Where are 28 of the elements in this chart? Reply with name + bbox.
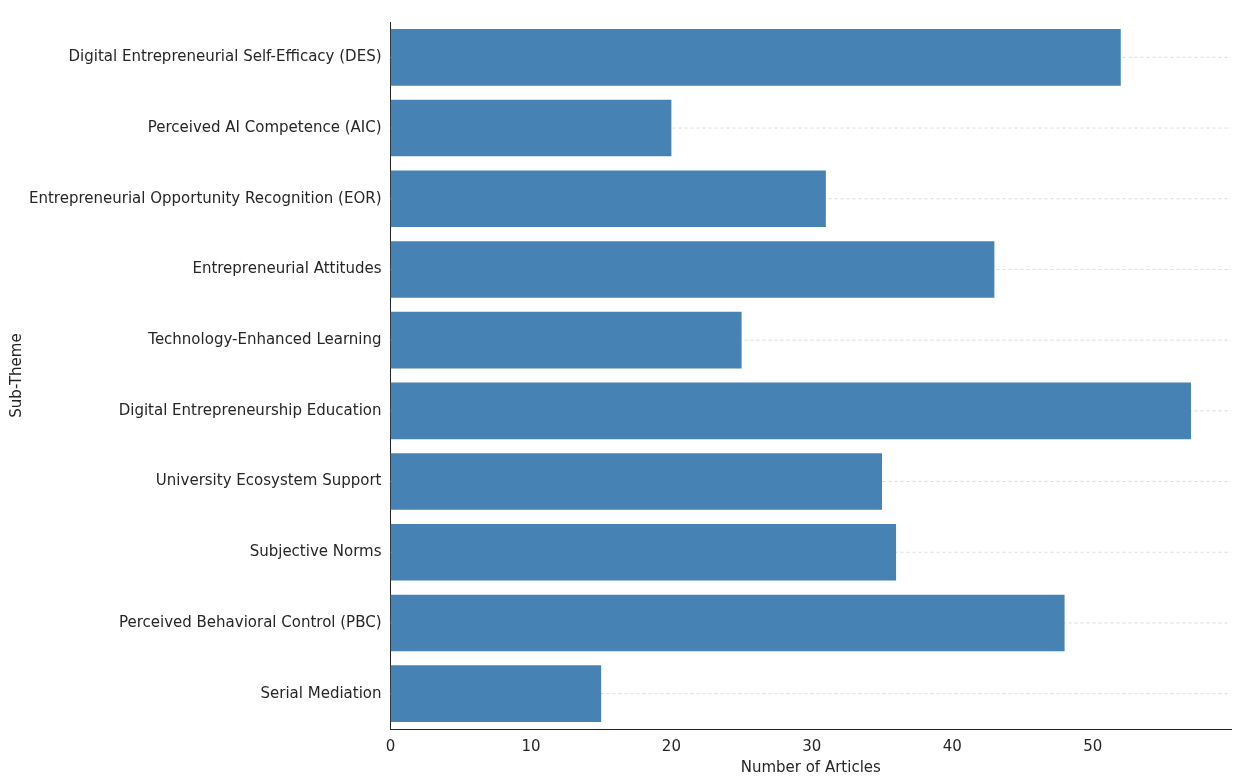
y-tick-label: Perceived Behavioral Control (PBC) xyxy=(118,612,382,631)
bar xyxy=(390,665,602,722)
bar xyxy=(390,594,1065,652)
x-tick-label: 50 xyxy=(1083,736,1103,755)
bar xyxy=(390,241,995,298)
bar xyxy=(390,311,742,369)
y-tick-label: Entrepreneurial Opportunity Recognition (EOR) xyxy=(29,188,382,207)
y-axis-title: Sub-Theme xyxy=(6,333,25,418)
x-tick-label: 30 xyxy=(802,736,822,755)
bar xyxy=(390,523,897,581)
y-tick-label: Serial Mediation xyxy=(260,683,382,702)
y-tick-label: Perceived AI Competence (AIC) xyxy=(147,117,382,136)
x-tick-label: 10 xyxy=(521,736,541,755)
x-tick-label: 40 xyxy=(942,736,962,755)
y-tick-label: Digital Entrepreneurial Self-Efficacy (DES) xyxy=(68,47,382,66)
x-axis-title: Number of Articles xyxy=(740,757,882,776)
y-tick-label: Technology-Enhanced Learning xyxy=(147,330,382,349)
bar xyxy=(390,382,1191,440)
y-tick-label: University Ecosystem Support xyxy=(155,471,382,490)
bar xyxy=(390,453,883,510)
bar xyxy=(390,170,826,228)
y-tick-label: Entrepreneurial Attitudes xyxy=(192,259,382,278)
x-tick-label: 0 xyxy=(385,736,396,755)
y-tick-label: Subjective Norms xyxy=(249,542,382,561)
x-tick-label: 20 xyxy=(661,736,681,755)
y-tick-label: Digital Entrepreneurship Education xyxy=(118,400,382,419)
bar xyxy=(390,99,672,157)
bar xyxy=(390,29,1121,86)
